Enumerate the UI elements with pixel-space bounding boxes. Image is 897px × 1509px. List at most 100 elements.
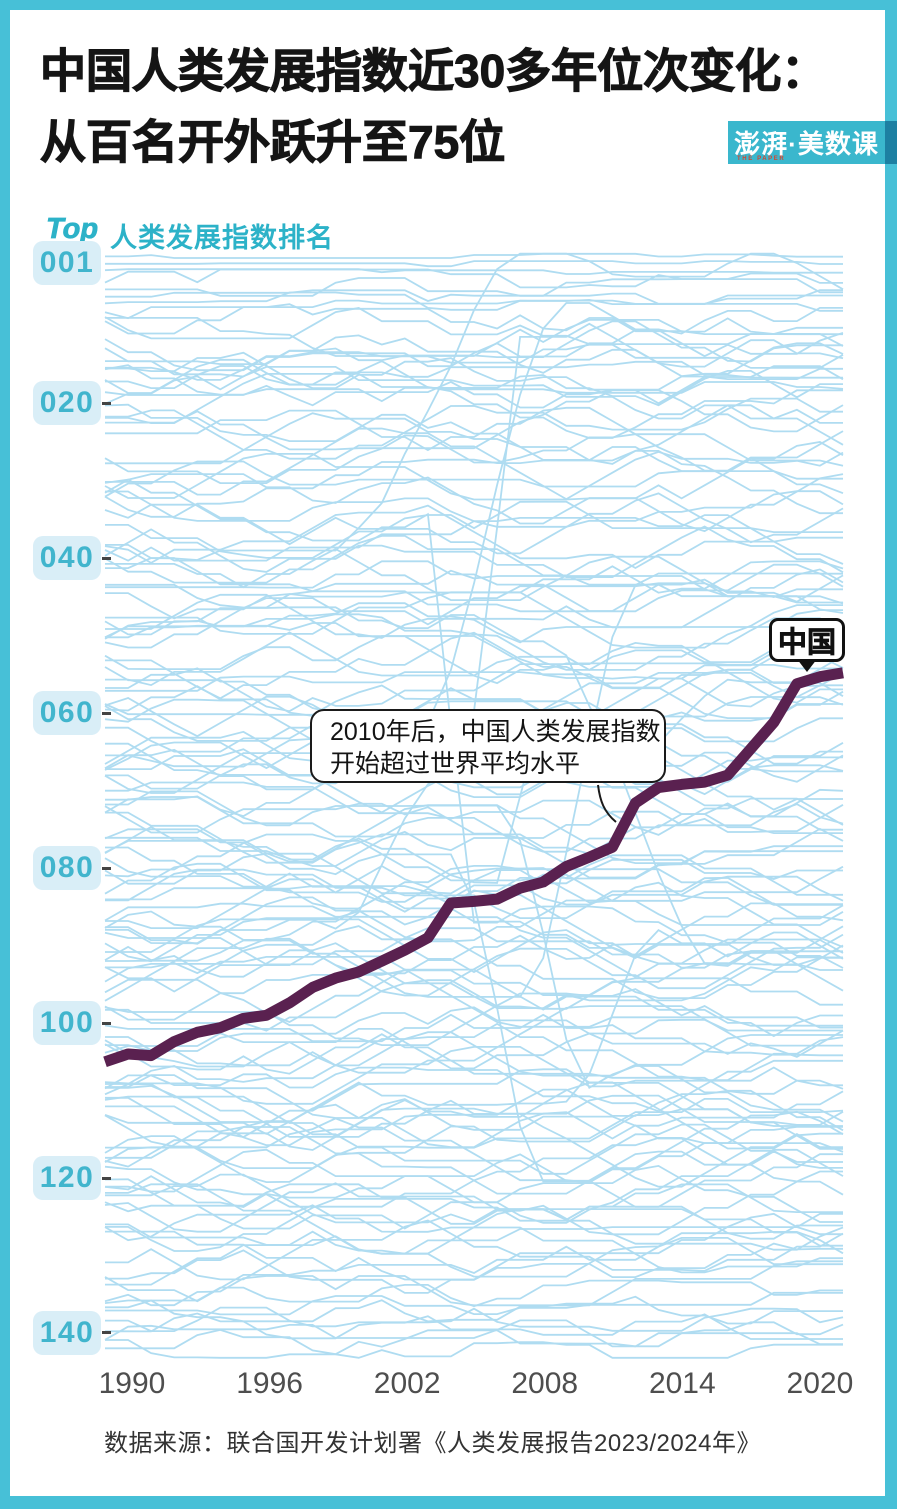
- background-line: [105, 1242, 843, 1294]
- y-tick-label: 120: [33, 1156, 101, 1200]
- background-line: [104, 1059, 843, 1113]
- background-line: [105, 289, 843, 305]
- background-line: [105, 1198, 844, 1252]
- background-line: [105, 1279, 843, 1309]
- y-tick-label: 140: [33, 1310, 101, 1355]
- background-line: [104, 684, 843, 744]
- background-line: [105, 1074, 844, 1131]
- background-line: [104, 1005, 843, 1075]
- background-line: [105, 260, 843, 268]
- background-line: [105, 252, 844, 561]
- background-line: [104, 303, 843, 336]
- background-line: [105, 868, 844, 919]
- background-line: [104, 358, 843, 394]
- background-line: [105, 1059, 844, 1095]
- y-tick-mark: [102, 401, 111, 405]
- background-line: [104, 1046, 843, 1105]
- background-line: [105, 547, 844, 614]
- china-line: [103, 667, 844, 1068]
- background-line: [104, 329, 844, 372]
- background-line: [104, 862, 843, 910]
- background-line: [105, 1339, 843, 1359]
- x-tick-label: 1996: [236, 1367, 303, 1400]
- x-tick-label: 2008: [511, 1367, 579, 1400]
- y-tick-label: 020: [33, 381, 101, 426]
- background-line: [105, 360, 844, 394]
- annotation-line2: 开始超过世界平均水平: [330, 750, 581, 778]
- y-tick-mark: [102, 1176, 111, 1180]
- annotation-line1: 2010年后，中国人类发展指数: [330, 718, 661, 746]
- frame-bottom: [0, 1496, 897, 1509]
- background-line: [104, 302, 843, 771]
- background-line: [104, 1237, 843, 1303]
- background-line: [105, 351, 843, 391]
- background-line: [105, 557, 844, 605]
- background-line: [104, 925, 844, 999]
- background-line: [104, 492, 844, 555]
- background-line: [105, 372, 843, 439]
- background-line: [105, 918, 844, 974]
- background-line: [105, 858, 843, 929]
- y-tick-label: 040: [33, 536, 101, 581]
- background-line: [104, 1204, 843, 1274]
- background-line: [105, 568, 844, 639]
- y-tick-mark: [102, 866, 111, 870]
- y-tick-mark: [102, 1021, 111, 1025]
- background-line: [105, 1231, 844, 1286]
- page-title-line2: 从百名开外跃升至75位: [39, 115, 506, 168]
- background-line: [105, 1088, 844, 1147]
- annotation-leader-line: [597, 784, 617, 823]
- background-line: [105, 1328, 843, 1356]
- x-tick-label: 1990: [98, 1367, 166, 1400]
- background-line: [104, 968, 843, 1029]
- background-line: [104, 802, 844, 839]
- y-tick-label: 080: [33, 846, 101, 891]
- background-line: [105, 563, 843, 613]
- background-line: [104, 767, 843, 834]
- background-line: [104, 1164, 843, 1230]
- logo-text: 澎湃·美数课: [734, 129, 879, 159]
- page-title: 中国人类发展指数近30多年位次变化： 从百名开外跃升至75位: [39, 36, 827, 178]
- background-line: [104, 525, 844, 578]
- background-line: [104, 641, 843, 713]
- background-line: [105, 956, 844, 1009]
- background-line: [104, 473, 844, 533]
- background-line: [104, 927, 843, 969]
- background-line: [105, 591, 843, 649]
- background-line: [105, 1031, 843, 1077]
- background-line: [104, 478, 844, 969]
- background-line: [104, 748, 844, 818]
- x-tick-label: 2020: [786, 1367, 854, 1400]
- background-line: [104, 1180, 844, 1236]
- background-line: [104, 514, 844, 565]
- background-line: [105, 277, 843, 297]
- background-line: [105, 631, 844, 687]
- annotation-callout: 2010年后，中国人类发展指数 开始超过世界平均水平: [310, 709, 666, 783]
- background-line: [104, 1182, 843, 1240]
- background-line: [105, 427, 844, 501]
- frame-top: [0, 0, 897, 10]
- background-line: [104, 969, 843, 1038]
- y-tick-label: 100: [33, 1001, 101, 1046]
- background-line: [104, 1137, 844, 1208]
- y-axis-title: 人类发展指数排名: [110, 223, 334, 253]
- y-tick-label: 001: [33, 241, 101, 285]
- background-line: [105, 500, 843, 559]
- background-line: [104, 928, 844, 1151]
- y-tick-mark: [102, 556, 111, 560]
- logo-subtext: THE PAPER: [737, 156, 786, 162]
- x-tick-label: 2014: [648, 1367, 716, 1400]
- background-line: [104, 504, 843, 570]
- background-line: [104, 1153, 843, 1209]
- background-line: [105, 781, 844, 836]
- y-tick-mark: [102, 1331, 111, 1335]
- background-line: [105, 1219, 844, 1281]
- background-line: [104, 441, 844, 501]
- background-line: [104, 988, 843, 1046]
- source-note: 数据来源：联合国开发计划署《人类发展报告2023/2024年》: [104, 1430, 761, 1457]
- background-line: [104, 1295, 843, 1325]
- background-line: [105, 796, 844, 853]
- china-label: 中国: [769, 618, 845, 662]
